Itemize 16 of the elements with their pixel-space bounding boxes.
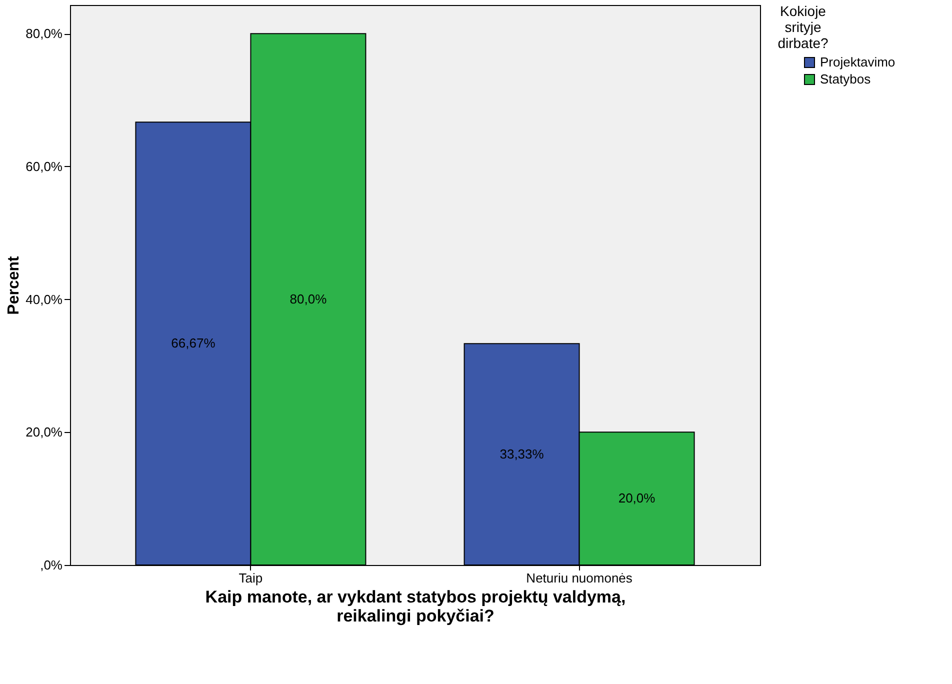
- data-label: 20,0%: [618, 490, 656, 506]
- y-tick-label: 60,0%: [26, 158, 63, 174]
- legend-label: Statybos: [820, 72, 872, 86]
- y-tick-label: 20,0%: [26, 424, 63, 440]
- data-label: 33,33%: [500, 446, 544, 462]
- y-tick-label: 80,0%: [26, 26, 63, 42]
- data-label: 66,67%: [171, 336, 216, 351]
- y-tick-label: ,0%: [40, 558, 63, 572]
- legend-title: Kokioje srityje dirbate?: [778, 3, 829, 51]
- x-tick-label: Neturiu nuomonės: [526, 570, 633, 586]
- data-label: 80,0%: [290, 291, 328, 306]
- legend-label: Projektavimo: [820, 54, 896, 70]
- y-axis-title: Percent: [6, 255, 23, 315]
- x-axis-title: Kaip manote, ar vykdant statybos projektų valdymą, reikalingi pokyčiai?: [205, 588, 626, 626]
- x-tick-label: Taip: [238, 570, 263, 586]
- y-tick-label: 40,0%: [26, 292, 63, 307]
